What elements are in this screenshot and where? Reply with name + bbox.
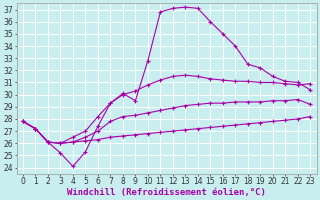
X-axis label: Windchill (Refroidissement éolien,°C): Windchill (Refroidissement éolien,°C) (67, 188, 266, 197)
